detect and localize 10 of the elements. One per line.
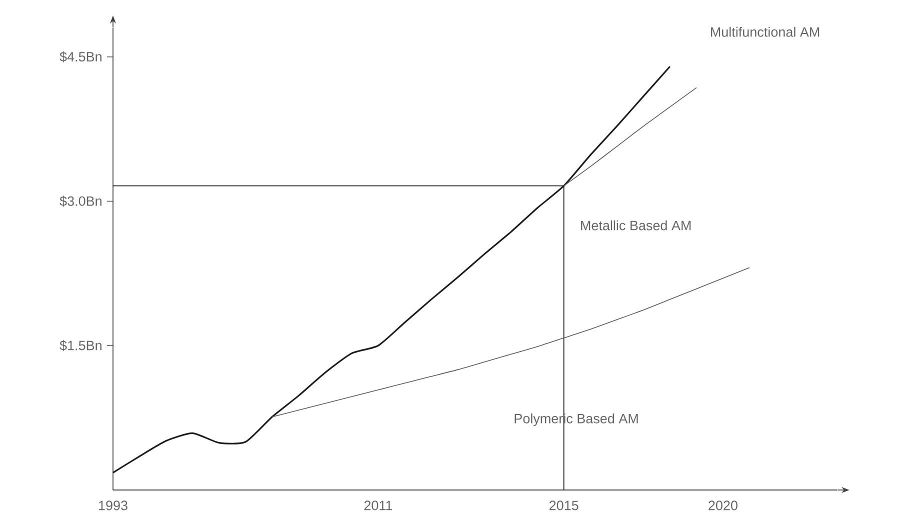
line-series xyxy=(563,87,697,186)
x-tick-label: 2015 xyxy=(550,500,578,510)
y-tick-label: $3.0Bn xyxy=(60,196,102,207)
x-tick-label: 1993 xyxy=(99,500,128,510)
y-tick-label: $4.5Bn xyxy=(60,51,102,62)
y-tick-label: $1.5Bn xyxy=(60,340,102,352)
x-tick-label: 2020 xyxy=(708,500,738,510)
annotation: Metallic Based AM xyxy=(581,220,691,230)
annotation: Multifunctional AM xyxy=(711,26,820,37)
x-tick-label: 2011 xyxy=(364,500,392,510)
